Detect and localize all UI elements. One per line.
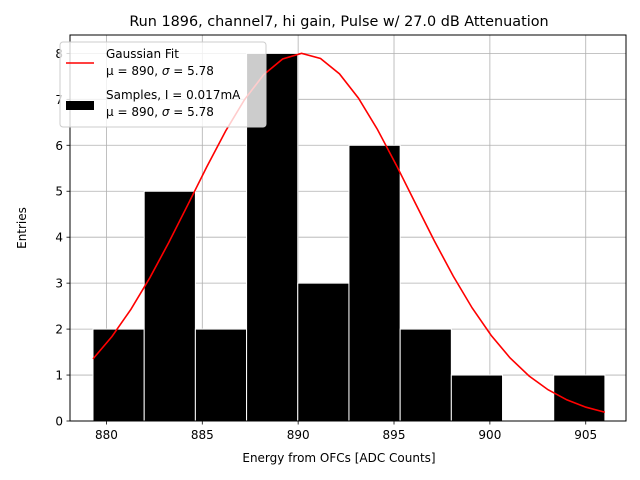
legend-samples-params: μ = 890, σ = 5.78 — [106, 105, 214, 119]
y-tick-label: 1 — [55, 369, 63, 383]
legend: Gaussian Fit μ = 890, σ = 5.78 Samples, … — [59, 41, 267, 128]
y-tick-label: 7 — [55, 93, 63, 107]
x-tick-label: 895 — [383, 428, 406, 442]
histogram-bar — [297, 282, 350, 422]
x-tick-label: 880 — [95, 428, 118, 442]
legend-samples-sigma-value: = 5.78 — [169, 105, 213, 119]
x-tick-label: 900 — [478, 428, 501, 442]
legend-fit-mu: μ = 890, — [106, 64, 162, 78]
x-axis-ticks: 880 885 890 895 900 905 — [95, 421, 597, 442]
y-axis-ticks: 0 1 2 3 4 5 6 7 8 — [55, 47, 70, 429]
legend-samples-sigma-symbol: σ — [162, 105, 170, 119]
legend-fit-sigma-symbol: σ — [162, 64, 170, 78]
histogram-bar — [450, 374, 504, 422]
gaussian-fit-curve — [92, 52, 606, 414]
histogram-bars — [92, 52, 606, 422]
y-tick-label: 0 — [55, 415, 63, 429]
y-tick-label: 5 — [55, 185, 63, 199]
y-tick-label: 6 — [55, 139, 63, 153]
legend-samples-mu: μ = 890, — [106, 105, 162, 119]
y-axis-label: Entries — [15, 207, 29, 249]
legend-fit-label: Gaussian Fit — [106, 47, 179, 61]
histogram-bar — [399, 328, 452, 422]
histogram-bar — [92, 328, 145, 422]
chart-title: Run 1896, channel7, hi gain, Pulse w/ 27… — [129, 14, 548, 30]
x-axis-label: Energy from OFCs [ADC Counts] — [242, 451, 435, 465]
x-tick-label: 905 — [574, 428, 597, 442]
legend-box — [59, 41, 267, 128]
y-tick-label: 8 — [55, 47, 63, 61]
legend-fit-sigma-value: = 5.78 — [169, 64, 213, 78]
legend-samples-label: Samples, I = 0.017mA — [106, 88, 241, 102]
histogram-bar — [194, 328, 248, 422]
legend-fit-params: μ = 890, σ = 5.78 — [106, 64, 214, 78]
x-tick-label: 890 — [287, 428, 310, 442]
histogram-bar — [143, 190, 196, 422]
histogram-bar — [348, 144, 401, 422]
plot-frame — [69, 34, 627, 422]
histogram-bar — [553, 374, 606, 422]
x-tick-label: 885 — [191, 428, 214, 442]
legend-samples-patch-swatch — [66, 101, 94, 110]
y-tick-label: 4 — [55, 231, 63, 245]
y-tick-label: 3 — [55, 277, 63, 291]
y-tick-label: 2 — [55, 323, 63, 337]
